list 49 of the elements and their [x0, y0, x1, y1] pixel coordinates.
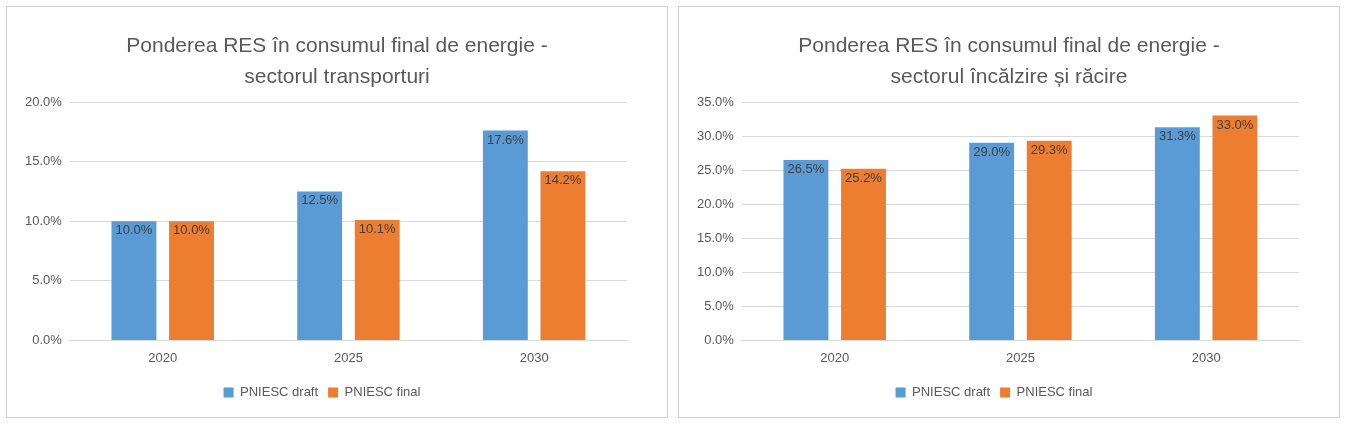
legend-label: PNIESC draft	[912, 384, 991, 400]
x-tick-label: 2030	[1191, 349, 1221, 365]
bar	[841, 168, 886, 340]
x-tick-label: 2020	[148, 349, 178, 365]
y-tick-label: 15.0%	[24, 153, 63, 169]
bar	[354, 220, 400, 340]
y-tick-label: 35.0%	[696, 93, 735, 109]
data-label: 29.0%	[973, 143, 1011, 159]
chart-title: Ponderea RES în consumul final de energie - sectorul transporturi	[125, 32, 549, 89]
y-tick-label: 15.0%	[696, 229, 735, 245]
bar	[111, 221, 157, 340]
x-tick-label: 2025	[333, 349, 363, 365]
data-label: 29.3%	[1030, 141, 1069, 157]
y-tick-label: 10.0%	[24, 212, 63, 228]
data-label: 10.1%	[358, 221, 397, 237]
data-label: 14.2%	[544, 172, 582, 188]
legend-label: PNIESC draft	[240, 384, 319, 400]
bar	[540, 171, 586, 340]
chart-title: Ponderea RES în consumul final de energie - sectorul încălzire și răcire	[797, 32, 1221, 89]
y-tick-label: 0.0%	[32, 331, 63, 347]
bar	[1154, 127, 1200, 340]
data-label: 31.3%	[1158, 128, 1197, 144]
data-label: 25.2%	[845, 169, 883, 185]
y-tick-label: 25.0%	[696, 161, 735, 177]
y-tick-label: 5.0%	[704, 297, 735, 313]
bar	[1026, 140, 1072, 340]
bar	[783, 159, 829, 340]
bar	[297, 191, 343, 340]
x-tick-label: 2020	[820, 349, 850, 365]
data-label: 17.6%	[486, 131, 525, 147]
data-label: 12.5%	[301, 192, 339, 208]
bar	[482, 130, 528, 340]
x-tick-label: 2030	[519, 349, 549, 365]
y-tick-label: 20.0%	[24, 93, 63, 109]
legend-label: PNIESC final	[1016, 384, 1093, 400]
legend-label: PNIESC final	[344, 384, 421, 400]
y-tick-label: 5.0%	[32, 272, 63, 288]
bar	[169, 221, 214, 340]
data-label: 10.0%	[115, 222, 153, 238]
y-tick-label: 30.0%	[696, 127, 735, 143]
y-tick-label: 20.0%	[696, 195, 735, 211]
y-tick-label: 0.0%	[704, 331, 735, 347]
bar	[1212, 115, 1258, 340]
y-tick-label: 10.0%	[696, 263, 735, 279]
x-tick-label: 2025	[1005, 349, 1035, 365]
data-label: 10.0%	[173, 222, 211, 238]
data-label: 33.0%	[1216, 116, 1254, 132]
data-label: 26.5%	[787, 160, 825, 176]
bar	[969, 142, 1015, 340]
